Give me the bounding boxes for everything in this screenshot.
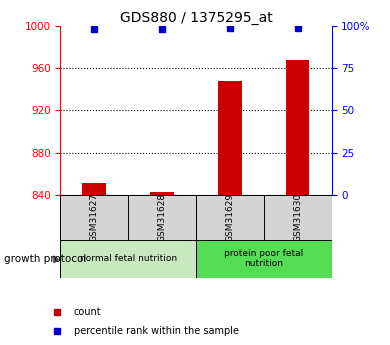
Text: growth protocol: growth protocol	[4, 255, 86, 264]
Text: GSM31629: GSM31629	[225, 193, 234, 242]
Bar	[196, 195, 264, 240]
Text: GSM31628: GSM31628	[158, 193, 167, 242]
Text: percentile rank within the sample: percentile rank within the sample	[74, 326, 239, 336]
Bar	[218, 81, 242, 195]
Polygon shape	[54, 256, 58, 263]
Bar	[150, 192, 174, 195]
Bar	[60, 195, 128, 240]
Bar	[196, 240, 332, 278]
Bar	[286, 60, 310, 195]
Text: GSM31630: GSM31630	[293, 193, 302, 242]
Bar	[264, 195, 332, 240]
Text: protein poor fetal
nutrition: protein poor fetal nutrition	[224, 249, 303, 268]
Text: GSM31627: GSM31627	[90, 193, 99, 242]
Text: normal fetal nutrition: normal fetal nutrition	[80, 254, 177, 263]
Bar	[60, 240, 196, 278]
Bar	[128, 195, 196, 240]
Bar	[82, 183, 106, 195]
Title: GDS880 / 1375295_at: GDS880 / 1375295_at	[120, 11, 272, 25]
Text: count: count	[74, 307, 101, 317]
